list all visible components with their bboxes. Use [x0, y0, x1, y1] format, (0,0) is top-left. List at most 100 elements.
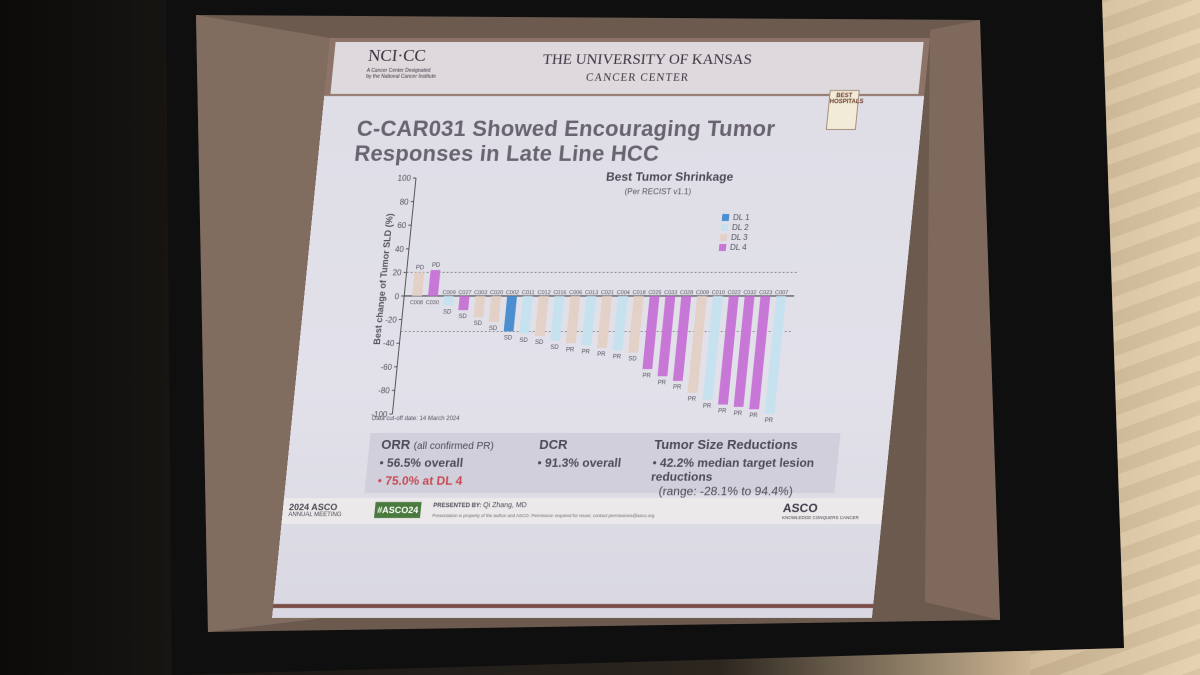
bar-c022 [718, 296, 739, 405]
data-cutoff-note: Data cut-off date: 14 March 2024 [371, 416, 460, 422]
y-tick-label: -100 [371, 410, 388, 419]
bar-c009 [687, 296, 708, 393]
chart-subtitle: (Per RECIST v1.1) [624, 187, 692, 196]
category-label: C012 [537, 290, 551, 296]
response-label: SD [443, 309, 453, 315]
category-label: C004 [616, 290, 630, 296]
bar-c011 [519, 296, 533, 334]
response-label: PR [566, 347, 576, 353]
response-label: SD [535, 340, 545, 346]
category-label: C022 [727, 290, 741, 296]
response-label: SD [503, 335, 513, 341]
bar-c027 [458, 296, 470, 311]
response-label: SD [550, 345, 560, 351]
bar-c030 [428, 270, 441, 296]
slide-title: C-CAR031 Showed Encouraging Tumor Respon… [353, 116, 778, 166]
title-line-1: C-CAR031 Showed Encouraging Tumor [355, 116, 777, 141]
category-label: C021 [601, 290, 615, 296]
bar-c023 [749, 296, 771, 410]
bar-c016 [550, 296, 565, 341]
bar-c033 [657, 296, 676, 377]
bar-c021 [597, 296, 613, 348]
tsr-heading: Tumor Size Reductions [653, 437, 799, 452]
orr-point-2-text: 75.0% at DL 4 [384, 474, 464, 488]
orr-point-1: • 56.5% overall [378, 456, 464, 470]
bar-c028 [672, 296, 692, 381]
chart-legend: DL 1 DL 2 DL 3 DL 4 [718, 212, 751, 252]
chart-canvas: 100 80 60 40 20 0 -20 -40 -60 -80 -100 C008 PD C030 PD… [371, 174, 797, 424]
chart-title: Best Tumor Shrinkage [605, 170, 734, 184]
y-tick-label: -40 [382, 339, 395, 348]
legend-item-dl1: DL 1 [721, 212, 751, 222]
category-label: C020 [490, 290, 504, 296]
response-label: PR [657, 380, 667, 386]
bar-c006 [565, 296, 581, 344]
category-label: C023 [759, 290, 773, 296]
category-label: C006 [569, 290, 583, 296]
response-label: SD [519, 338, 529, 344]
response-label: SD [473, 321, 483, 327]
response-label: SD [458, 314, 468, 320]
tsr-column: Tumor Size Reductions • 42.2% median tar… [649, 437, 840, 498]
category-label: C008 [410, 300, 424, 306]
legend-item-dl2: DL 2 [720, 222, 750, 232]
waterfall-chart: 100 80 60 40 20 0 -20 -40 -60 -80 -100 C008 PD C030 PD… [361, 170, 907, 430]
category-label: C016 [553, 290, 567, 296]
bar-c012 [534, 296, 549, 337]
bar-c018 [628, 296, 644, 353]
response-label: PR [581, 350, 591, 356]
orr-heading: ORR [380, 437, 411, 452]
nci-tagline: A Cancer Center Designated by the Nation… [365, 68, 437, 80]
response-label: PD [415, 265, 425, 271]
category-label: C033 [664, 290, 678, 296]
asco-meeting: ANNUAL MEETING [288, 512, 342, 518]
asco-logo: ASCO [782, 501, 819, 515]
asco-tagline: KNOWLEDGE CONQUERS CANCER [781, 515, 860, 520]
bar-c032 [733, 296, 755, 407]
bar-c013 [581, 296, 597, 346]
orr-point-1-text: 56.5% overall [386, 456, 464, 470]
y-tick-label: 100 [397, 174, 412, 183]
legend-label-dl1: DL 1 [732, 212, 751, 222]
category-label: C027 [458, 290, 472, 296]
y-tick-label: -80 [378, 386, 391, 395]
category-label: C032 [743, 290, 757, 296]
copyright-notice: Presentation is property of the author a… [432, 513, 655, 518]
response-label: PR [687, 397, 697, 403]
legend-label-dl2: DL 2 [731, 222, 750, 232]
nci-logo: NCI·CC [367, 46, 427, 65]
y-tick-label: 40 [395, 245, 405, 254]
response-label: SD [628, 357, 638, 363]
hashtag-badge: #ASCO24 [374, 502, 422, 518]
response-label: PR [597, 352, 607, 358]
presenter-name: Qi Zhang, MD [482, 502, 528, 509]
y-tick-label: 0 [394, 292, 400, 301]
response-label: PR [673, 385, 683, 391]
tsr-point-2: (range: -28.1% to 94.4%) [658, 484, 794, 498]
category-label: C011 [522, 290, 535, 296]
ku-subtitle: CANCER CENTER [585, 72, 690, 84]
ku-title: THE UNIVERSITY OF KANSAS [542, 52, 753, 68]
response-label: PR [749, 413, 759, 419]
bar-c025 [642, 296, 660, 370]
legend-label-dl4: DL 4 [729, 242, 748, 252]
dcr-point-1-text: 91.3% overall [544, 456, 622, 470]
bar-c008 [412, 272, 425, 297]
tsr-point-1: • 42.2% median target lesion reductions [650, 456, 815, 484]
bar-c007 [764, 296, 787, 414]
orr-note: (all confirmed PR) [413, 441, 495, 452]
response-label: SD [489, 326, 499, 332]
response-label: PD [431, 263, 441, 269]
response-label: PR [642, 373, 652, 379]
category-label: C007 [775, 290, 789, 296]
badge-text: BEST HOSPITALS [829, 93, 864, 105]
legend-swatch-dl4 [718, 243, 727, 251]
response-label: PR [702, 404, 712, 410]
y-tick-label: 80 [399, 198, 409, 207]
legend-swatch-dl2 [720, 223, 729, 231]
title-line-2: Responses in Late Line HCC [353, 141, 661, 166]
presented-by-label: PRESENTED BY: [432, 503, 482, 509]
orr-point-2: • 75.0% at DL 4 [377, 474, 464, 488]
response-label: PR [764, 418, 774, 424]
category-label: C028 [680, 290, 694, 296]
